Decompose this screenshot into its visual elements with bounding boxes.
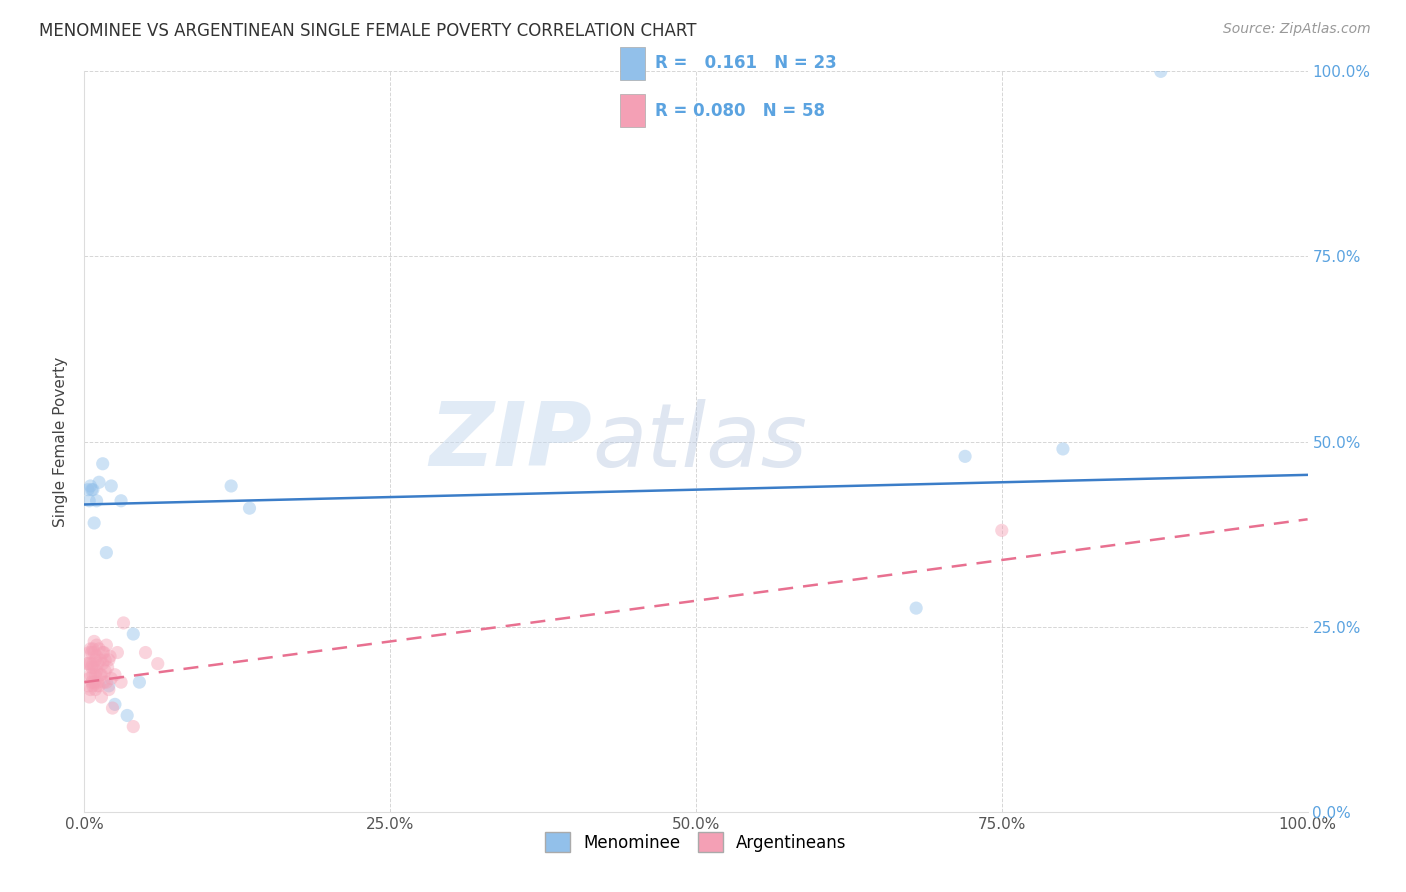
Point xyxy=(115,708,138,723)
Point xyxy=(83,516,105,530)
Point xyxy=(105,646,128,660)
Point xyxy=(86,493,108,508)
Point xyxy=(76,657,98,671)
Point xyxy=(77,493,100,508)
Point xyxy=(79,667,101,681)
Point xyxy=(80,646,103,660)
Point xyxy=(104,667,127,681)
Point xyxy=(953,450,976,464)
Point xyxy=(96,638,118,652)
Point xyxy=(122,627,145,641)
Point xyxy=(1052,442,1074,456)
Point xyxy=(77,679,100,693)
Point xyxy=(80,675,103,690)
Point xyxy=(77,646,100,660)
Bar xyxy=(620,47,644,79)
Point xyxy=(87,675,110,690)
Point xyxy=(104,698,127,712)
Point xyxy=(905,601,928,615)
Point xyxy=(80,483,103,497)
Point xyxy=(97,653,120,667)
Point xyxy=(84,682,107,697)
Point xyxy=(84,653,107,667)
Point xyxy=(97,679,120,693)
Point xyxy=(82,657,104,671)
Text: atlas: atlas xyxy=(592,399,807,484)
Text: R = 0.080   N = 58: R = 0.080 N = 58 xyxy=(655,102,825,120)
Point xyxy=(219,479,242,493)
Point xyxy=(86,664,108,678)
Point xyxy=(87,679,110,693)
Point xyxy=(90,690,112,704)
Text: MENOMINEE VS ARGENTINEAN SINGLE FEMALE POVERTY CORRELATION CHART: MENOMINEE VS ARGENTINEAN SINGLE FEMALE P… xyxy=(39,22,697,40)
Point xyxy=(89,653,111,667)
Text: R =   0.161   N = 23: R = 0.161 N = 23 xyxy=(655,54,837,72)
Point xyxy=(77,657,100,671)
Point xyxy=(146,657,169,671)
Point xyxy=(79,682,101,697)
Point xyxy=(86,679,108,693)
Point xyxy=(991,524,1014,538)
Point xyxy=(112,615,135,630)
Point xyxy=(79,641,101,656)
Point xyxy=(110,675,132,690)
Point xyxy=(84,667,107,681)
Point xyxy=(83,675,105,690)
Point xyxy=(83,634,105,648)
Point xyxy=(83,646,105,660)
Point xyxy=(97,682,120,697)
Bar xyxy=(620,95,644,127)
Point xyxy=(80,660,103,674)
Point xyxy=(86,649,108,664)
Point xyxy=(96,675,118,690)
Point xyxy=(82,641,104,656)
Point xyxy=(97,660,120,674)
Point xyxy=(90,667,112,681)
Point xyxy=(87,475,110,490)
Point xyxy=(128,675,150,690)
Text: Source: ZipAtlas.com: Source: ZipAtlas.com xyxy=(1223,22,1371,37)
Point xyxy=(77,672,100,686)
Point xyxy=(100,479,122,493)
Point xyxy=(98,649,121,664)
Point xyxy=(110,493,132,508)
Point xyxy=(82,483,104,497)
Point xyxy=(87,657,110,671)
Point xyxy=(101,701,124,715)
Point xyxy=(86,638,108,652)
Point xyxy=(79,657,101,671)
Point xyxy=(122,720,145,734)
Point xyxy=(83,660,105,674)
Point xyxy=(94,653,117,667)
Point xyxy=(93,646,115,660)
Point xyxy=(82,679,104,693)
Point xyxy=(94,664,117,678)
Point xyxy=(96,546,118,560)
Point xyxy=(238,501,260,516)
Point xyxy=(91,646,114,660)
Text: ZIP: ZIP xyxy=(429,398,592,485)
Point xyxy=(77,483,100,497)
Point xyxy=(77,690,100,704)
Point xyxy=(100,672,122,686)
Point xyxy=(79,479,101,493)
Point xyxy=(91,457,114,471)
Legend: Menominee, Argentineans: Menominee, Argentineans xyxy=(538,825,853,859)
Point xyxy=(87,641,110,656)
Point xyxy=(135,646,157,660)
Point xyxy=(82,667,104,681)
Point xyxy=(91,657,114,671)
Y-axis label: Single Female Poverty: Single Female Poverty xyxy=(53,357,69,526)
Point xyxy=(93,675,115,690)
Point xyxy=(89,667,111,681)
Point xyxy=(1150,64,1173,78)
